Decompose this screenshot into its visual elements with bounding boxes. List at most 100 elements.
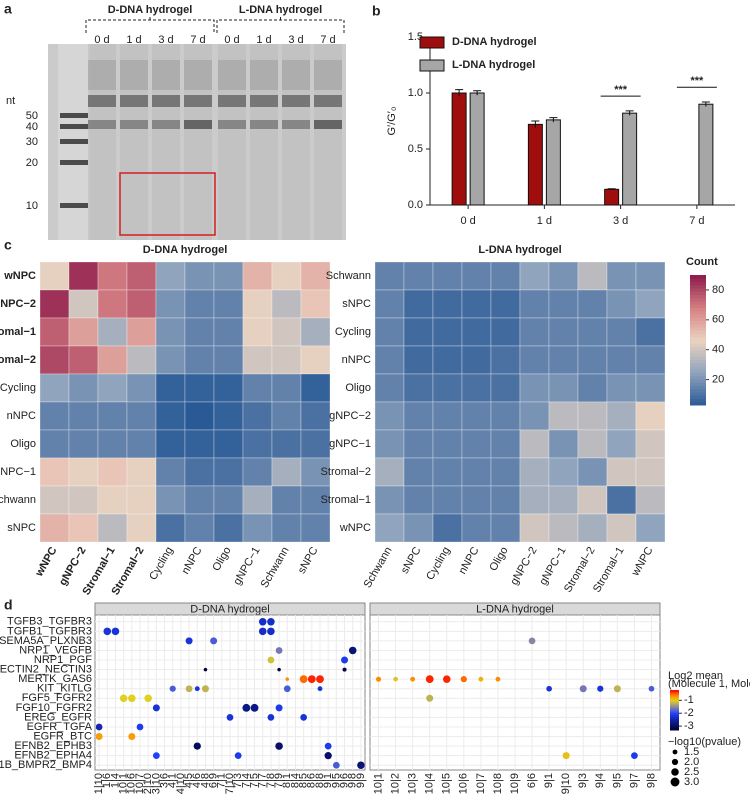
colorbar-segment	[690, 379, 706, 383]
dot	[95, 723, 103, 731]
heatmap-cell	[68, 317, 99, 347]
ladder-label: 30	[26, 136, 38, 148]
heatmap-cell	[39, 317, 70, 347]
heatmap-cell	[213, 401, 244, 431]
ladder-label: 20	[26, 157, 38, 169]
gel-band	[314, 120, 342, 129]
x-tick-label: 10|7	[475, 773, 487, 794]
dot	[234, 752, 242, 760]
heatmap-cell	[606, 485, 637, 515]
heatmap-cell	[606, 513, 637, 543]
x-tick-label: 9|5	[611, 773, 623, 788]
row-label: Cycling	[335, 326, 371, 338]
legend-gradient	[670, 718, 679, 720]
ladder-label: 10	[26, 200, 38, 212]
x-tick-label: 7|4	[240, 773, 252, 788]
significance-label: ***	[614, 84, 628, 96]
colorbar-segment	[690, 333, 706, 338]
heatmap-cell	[577, 513, 608, 543]
heatmap-cell	[97, 317, 128, 347]
x-tick-label: 9|5	[330, 773, 342, 788]
heatmap-cell	[126, 485, 157, 515]
dot	[316, 675, 324, 684]
heatmap-cell	[271, 373, 302, 403]
row-label: EFNB2_EPHA4	[14, 750, 92, 762]
colorbar-segment	[690, 388, 706, 393]
dot	[546, 685, 552, 692]
heatmap-cell	[577, 317, 608, 347]
heatmap-cell	[461, 261, 492, 291]
heatmap-cell	[39, 289, 70, 319]
heatmap-cell	[635, 429, 666, 459]
row-label: MERTK_GAS6	[18, 673, 92, 685]
heatmap-cell	[213, 317, 244, 347]
gel-band	[282, 95, 310, 107]
x-tick-label: 7|5	[248, 773, 260, 788]
column-label: Oligo	[487, 545, 510, 573]
heatmap-cell	[635, 373, 666, 403]
heatmap-cell	[300, 373, 331, 403]
heatmap-cell	[490, 373, 521, 403]
x-tick-label: 8|4	[289, 773, 301, 788]
significance-label: ***	[690, 75, 704, 87]
x-tick-label: 8|5	[298, 773, 310, 788]
legend-gradient	[670, 708, 679, 711]
legend-gradient	[670, 724, 679, 727]
smear	[152, 60, 180, 90]
heatmap-cell	[39, 485, 70, 515]
ladder-band	[60, 203, 88, 208]
heatmap-cell	[242, 485, 273, 515]
column-label: gNPC−1	[231, 545, 262, 587]
dot	[258, 627, 267, 636]
heatmap-cell	[519, 373, 550, 403]
legend-tick-label: 2.5	[684, 766, 699, 778]
heatmap-cell	[403, 261, 434, 291]
heatmap-cell	[242, 289, 273, 319]
heatmap-cell	[155, 373, 186, 403]
heatmap-cell	[155, 457, 186, 487]
heatmap-cell	[635, 261, 666, 291]
row-label: Stromal−2	[321, 466, 371, 478]
dot	[478, 676, 484, 682]
highlight-box	[119, 172, 216, 236]
lane	[282, 44, 310, 240]
dot	[460, 676, 467, 683]
heatmap-cell	[606, 317, 637, 347]
heatmap-cell	[213, 513, 244, 543]
heatmap-cell	[548, 401, 579, 431]
heatmap-cell	[97, 401, 128, 431]
dot	[341, 656, 349, 664]
heatmap-cell	[97, 513, 128, 543]
heatmap-cell	[461, 317, 492, 347]
heatmap-cell	[39, 261, 70, 291]
ladder-band	[60, 124, 88, 129]
dot	[393, 676, 398, 682]
dot	[201, 685, 209, 693]
heatmap-cell	[490, 457, 521, 487]
colorbar-segment	[690, 375, 706, 380]
colorbar-segment	[690, 323, 706, 328]
colorbar-segment	[690, 382, 706, 386]
heatmap-cell	[39, 373, 70, 403]
colorbar-segment	[690, 395, 706, 399]
colorbar-segment	[690, 369, 706, 373]
column-label: gNPC−2	[508, 545, 539, 587]
legend-gradient	[670, 691, 679, 694]
heatmap-cell	[271, 261, 302, 291]
heatmap-cell	[432, 401, 463, 431]
row-label: EFNB2_EPHB3	[14, 740, 92, 752]
x-tick-label: 7|10	[224, 773, 236, 794]
row-label: gNPC−2	[329, 410, 371, 422]
legend-gradient	[670, 714, 679, 716]
y-tick-label: 0.0	[408, 199, 423, 211]
heatmap-cell	[606, 261, 637, 291]
heatmap-cell	[68, 457, 99, 487]
heatmap-cell	[432, 317, 463, 347]
colorbar-segment	[690, 362, 706, 367]
row-label: gNPC−1	[0, 466, 36, 478]
dot	[597, 685, 604, 692]
x-tick-label: 9|9	[355, 773, 367, 788]
dot	[185, 685, 193, 693]
heatmap-cell	[300, 457, 331, 487]
heatmap-cell	[577, 289, 608, 319]
